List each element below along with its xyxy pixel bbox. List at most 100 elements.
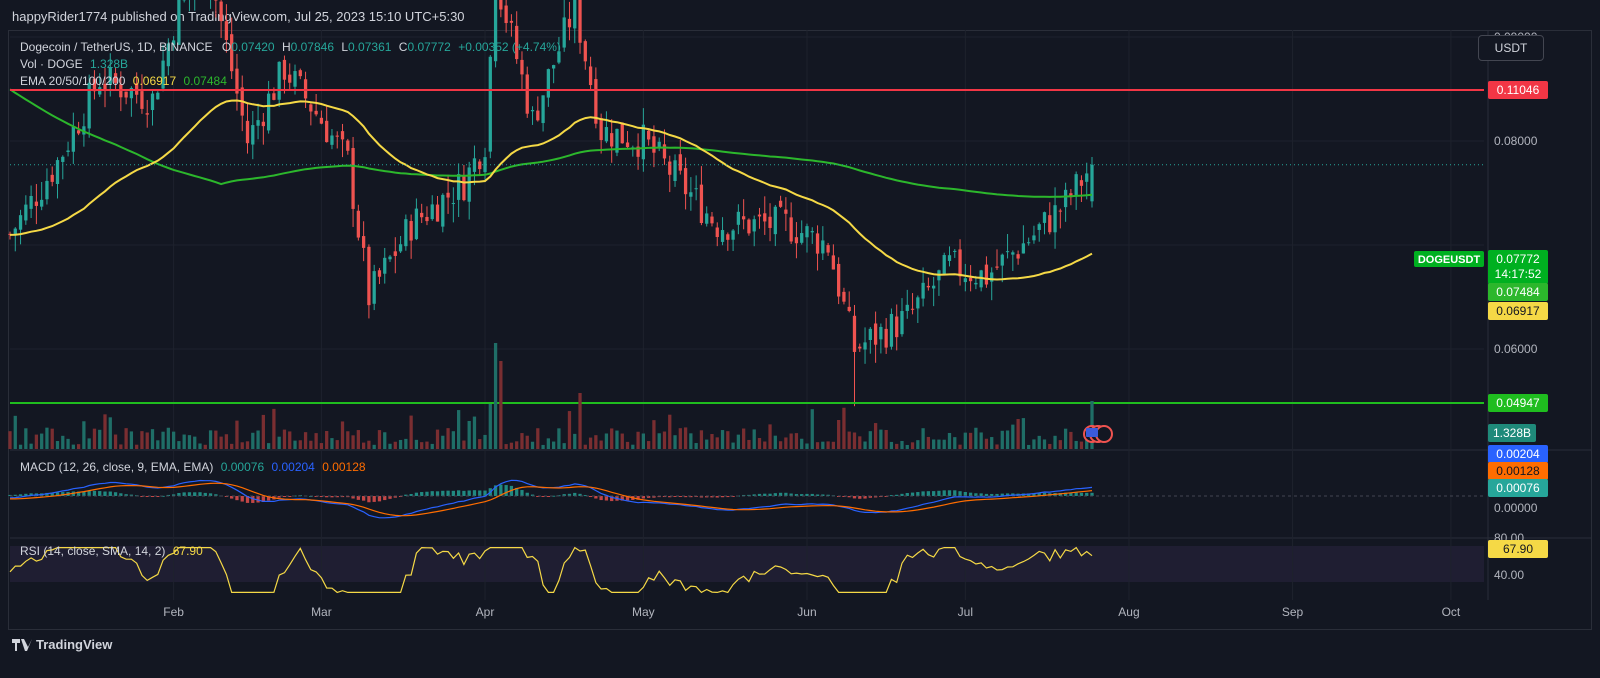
candle-body[interactable] <box>266 93 271 131</box>
candle-body[interactable] <box>800 233 804 243</box>
candle-body[interactable] <box>694 188 698 190</box>
candle-body[interactable] <box>351 147 355 209</box>
candle-body[interactable] <box>947 255 952 261</box>
candle-body[interactable] <box>288 74 292 83</box>
candle-body[interactable] <box>689 192 693 197</box>
candle-body[interactable] <box>968 277 973 282</box>
candle-body[interactable] <box>383 257 387 274</box>
candle-body[interactable] <box>942 255 946 275</box>
candle-body[interactable] <box>161 60 165 89</box>
candle-body[interactable] <box>1037 224 1041 230</box>
candle-body[interactable] <box>1005 251 1010 253</box>
candle-body[interactable] <box>921 282 925 299</box>
candle-body[interactable] <box>13 228 17 235</box>
candle-body[interactable] <box>1090 164 1094 202</box>
candle-body[interactable] <box>18 215 23 230</box>
candle-body[interactable] <box>1058 210 1062 212</box>
candle-body[interactable] <box>230 34 234 72</box>
candle-body[interactable] <box>763 213 767 222</box>
candle-body[interactable] <box>858 346 862 349</box>
candle-body[interactable] <box>1027 242 1031 244</box>
candle-body[interactable] <box>647 130 651 140</box>
candle-body[interactable] <box>1016 254 1020 259</box>
candle-body[interactable] <box>24 204 28 221</box>
candle-body[interactable] <box>953 250 957 252</box>
candle-body[interactable] <box>731 230 735 240</box>
candle-body[interactable] <box>462 176 466 201</box>
candle-body[interactable] <box>1000 254 1004 266</box>
candle-body[interactable] <box>40 199 44 207</box>
candle-body[interactable] <box>456 174 461 200</box>
candle-body[interactable] <box>726 234 730 240</box>
candle-body[interactable] <box>625 142 630 148</box>
candle-body[interactable] <box>356 210 360 238</box>
candle-body[interactable] <box>140 91 144 109</box>
candle-body[interactable] <box>995 266 999 268</box>
candle-body[interactable] <box>171 40 176 46</box>
candle-body[interactable] <box>852 315 857 352</box>
candle-body[interactable] <box>488 56 492 152</box>
candle-body[interactable] <box>251 125 255 145</box>
candle-body[interactable] <box>235 68 239 94</box>
candle-body[interactable] <box>720 230 725 242</box>
candle-body[interactable] <box>483 157 487 173</box>
candle-body[interactable] <box>108 67 112 85</box>
candle-body[interactable] <box>435 204 440 222</box>
candle-body[interactable] <box>826 245 830 253</box>
candle-body[interactable] <box>868 328 872 340</box>
candle-body[interactable] <box>821 240 825 254</box>
candle-body[interactable] <box>905 304 909 311</box>
candle-body[interactable] <box>900 311 904 335</box>
candle-body[interactable] <box>842 291 846 302</box>
candle-body[interactable] <box>430 204 434 220</box>
candle-body[interactable] <box>330 135 334 145</box>
candle-body[interactable] <box>420 212 424 218</box>
candle-body[interactable] <box>282 59 287 80</box>
candle-body[interactable] <box>29 195 33 209</box>
candle-body[interactable] <box>451 203 455 205</box>
candle-body[interactable] <box>573 0 577 29</box>
candle-body[interactable] <box>657 141 661 148</box>
candle-body[interactable] <box>789 217 793 242</box>
candle-body[interactable] <box>604 127 609 142</box>
candle-body[interactable] <box>805 226 809 238</box>
candle-body[interactable] <box>594 79 598 124</box>
candle-body[interactable] <box>261 121 265 127</box>
candle-body[interactable] <box>1032 235 1036 241</box>
candle-body[interactable] <box>319 117 324 124</box>
candle-body[interactable] <box>34 201 39 206</box>
candle-body[interactable] <box>76 130 81 134</box>
candle-body[interactable] <box>895 316 899 338</box>
candle-body[interactable] <box>150 93 155 111</box>
candle-body[interactable] <box>525 74 529 114</box>
candle-body[interactable] <box>441 194 445 227</box>
candle-body[interactable] <box>710 216 714 224</box>
candle-body[interactable] <box>1048 215 1052 233</box>
candle-body[interactable] <box>705 213 709 224</box>
candle-body[interactable] <box>583 41 587 62</box>
candle-body[interactable] <box>916 297 920 309</box>
candle-body[interactable] <box>1063 189 1068 208</box>
candle-body[interactable] <box>404 219 408 247</box>
candle-body[interactable] <box>847 306 851 312</box>
candle-body[interactable] <box>615 128 619 153</box>
candle-body[interactable] <box>145 113 149 115</box>
candle-body[interactable] <box>578 0 582 43</box>
candle-body[interactable] <box>1042 212 1047 223</box>
candle-body[interactable] <box>794 237 799 244</box>
candle-body[interactable] <box>910 308 915 310</box>
candle-body[interactable] <box>778 200 783 207</box>
candle-body[interactable] <box>272 93 276 100</box>
candle-body[interactable] <box>620 122 624 144</box>
candle-body[interactable] <box>309 104 313 112</box>
candle-body[interactable] <box>552 65 556 69</box>
candle-body[interactable] <box>652 136 656 153</box>
candle-body[interactable] <box>367 246 371 306</box>
candle-body[interactable] <box>1053 205 1057 233</box>
candle-body[interactable] <box>224 21 229 41</box>
candle-body[interactable] <box>504 5 508 24</box>
candle-body[interactable] <box>831 255 836 270</box>
candle-body[interactable] <box>926 285 931 288</box>
candle-body[interactable] <box>958 249 962 277</box>
candle-body[interactable] <box>773 206 777 235</box>
